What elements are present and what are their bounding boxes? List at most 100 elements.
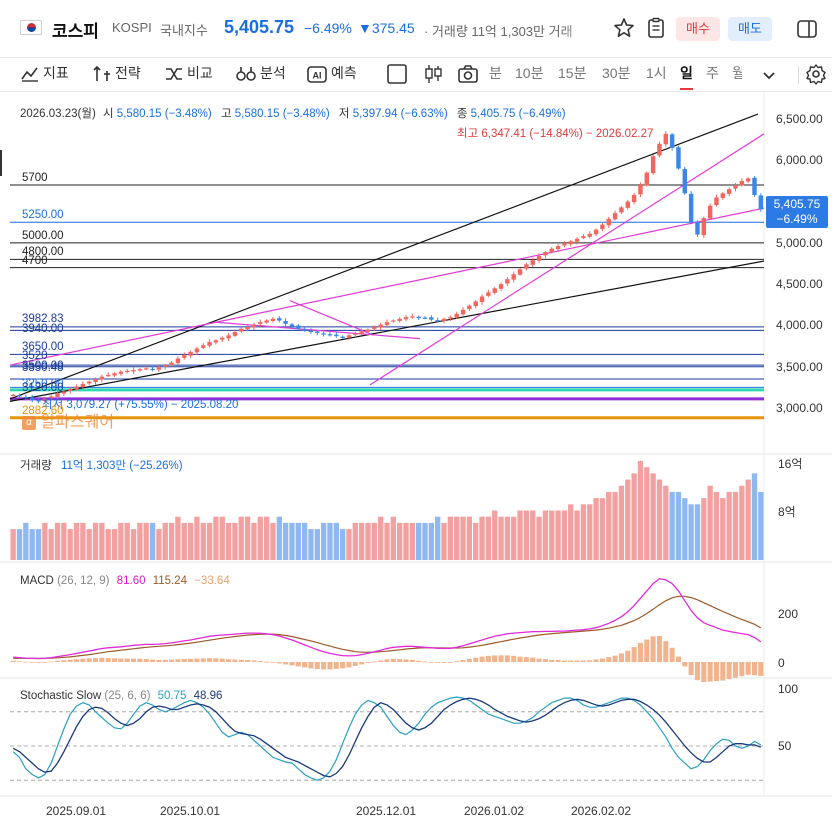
timeframe-month[interactable]: 월: [732, 65, 742, 81]
timeframe-week[interactable]: 주: [706, 65, 719, 81]
indicator-button[interactable]: 지표: [20, 58, 69, 92]
strategy-button[interactable]: 전략: [92, 58, 141, 92]
stoch-title: Stochastic Slow: [20, 690, 102, 702]
candle-body: [232, 332, 238, 336]
candle-body: [574, 238, 580, 242]
candle-body: [460, 309, 466, 315]
star-icon[interactable]: [612, 16, 636, 40]
macd-histogram-bar: [67, 659, 73, 662]
open-value: 5,580.15 (−3.48%): [116, 108, 212, 120]
chart-canvas[interactable]: [0, 92, 832, 837]
chart-area[interactable]: 2026.03.23(월) 시 5,580.15 (−3.48%) 고 5,58…: [0, 92, 832, 837]
candle-body: [245, 327, 250, 330]
volume-bar: [511, 516, 517, 560]
candle-body: [118, 371, 124, 374]
low-label: 저: [338, 108, 350, 120]
candle-body: [125, 370, 130, 373]
sell-button[interactable]: 매도: [728, 17, 772, 41]
candle-body: [264, 320, 269, 323]
volume-bar: [219, 516, 225, 560]
candle-body: [17, 395, 22, 397]
candle-body: [23, 396, 29, 399]
timeframe-1h[interactable]: 1시: [646, 65, 667, 81]
candle-body: [714, 197, 719, 206]
timeframe-1m[interactable]: 분: [489, 65, 502, 81]
volume-bar: [320, 522, 327, 560]
timeframe-30m[interactable]: 30분: [602, 65, 631, 81]
indicator-label: 지표: [43, 65, 69, 81]
candle-body: [701, 218, 707, 236]
volume-bar: [479, 516, 485, 560]
macd-histogram-bar: [156, 659, 162, 662]
candle-icon[interactable]: [422, 63, 444, 85]
level-label: 3120.00: [22, 382, 64, 395]
panel-icon[interactable]: [796, 18, 818, 40]
volume-bar: [384, 522, 390, 560]
macd-histogram-bar: [48, 661, 54, 663]
macd-histogram-bar: [447, 662, 453, 663]
volume-bar: [194, 516, 200, 560]
settings-icon[interactable]: [805, 63, 827, 85]
macd-histogram-bar: [61, 660, 67, 662]
macd-histogram-bar: [245, 660, 251, 662]
macd-signal-line: [13, 595, 762, 659]
level-label: 5700: [22, 172, 48, 185]
candle-body: [644, 172, 649, 186]
macd-histogram-bar: [530, 657, 536, 662]
candle-body: [346, 335, 352, 338]
stock-name: 코스피: [52, 22, 99, 41]
analysis-button[interactable]: 분석: [235, 58, 286, 92]
forecast-button[interactable]: AI 예측: [306, 58, 357, 92]
volume-bar: [732, 491, 739, 560]
timeframe-10m[interactable]: 10분: [515, 65, 544, 81]
memo-icon[interactable]: [644, 16, 668, 40]
candle-body: [112, 373, 117, 376]
volume-summary: · 거래량 11억 1,303만 거래: [424, 24, 573, 39]
candle-body: [258, 322, 263, 324]
macd-params: (26, 12, 9): [57, 575, 110, 587]
candle-body: [726, 189, 732, 194]
timeframe-day[interactable]: 일: [680, 58, 693, 92]
ai-icon: AI: [307, 66, 327, 84]
volume-bar: [225, 522, 232, 560]
macd-histogram-bar: [549, 659, 555, 662]
macd-histogram-bar: [23, 661, 29, 663]
compare-button[interactable]: 비교: [164, 58, 213, 92]
macd-histogram-bar: [726, 662, 732, 680]
candle-body: [441, 318, 447, 321]
camera-icon[interactable]: [457, 63, 479, 85]
svg-text:AI: AI: [313, 71, 322, 81]
chevron-down-icon[interactable]: [760, 66, 778, 84]
alpha-icon: α: [22, 415, 36, 430]
macd-histogram-bar: [644, 639, 650, 662]
volume-bar: [371, 522, 377, 560]
candle-body: [239, 328, 244, 332]
volume-bar: [168, 522, 175, 560]
square-icon[interactable]: [386, 63, 408, 85]
macd-histogram-bar: [188, 658, 194, 662]
candle-body: [638, 185, 643, 195]
volume-bar: [156, 529, 162, 560]
candle-body: [321, 333, 326, 335]
volume-bar: [244, 516, 251, 560]
price-axis-label: 6,500.00: [776, 112, 823, 126]
buy-button[interactable]: 매수: [676, 17, 720, 41]
volume-bar: [492, 510, 498, 560]
volume-bar: [206, 522, 213, 560]
volume-bar: [599, 498, 606, 560]
macd-histogram-bar: [555, 660, 561, 662]
level-label: 4800.00: [22, 246, 64, 259]
macd-histogram-bar: [517, 656, 523, 662]
level-label: 2882.60: [22, 404, 64, 417]
volume-bar: [86, 529, 92, 560]
timeframe-15m[interactable]: 15분: [558, 65, 587, 81]
macd-histogram-bar: [479, 656, 485, 662]
volume-title: 거래량: [20, 460, 52, 472]
volume-bar: [10, 529, 16, 560]
macd-histogram-bar: [308, 662, 314, 669]
candle-body: [315, 331, 320, 333]
volume-bar: [549, 510, 555, 560]
volume-bar: [61, 522, 67, 560]
macd-histogram-bar: [73, 659, 80, 662]
candle-body: [530, 260, 535, 265]
